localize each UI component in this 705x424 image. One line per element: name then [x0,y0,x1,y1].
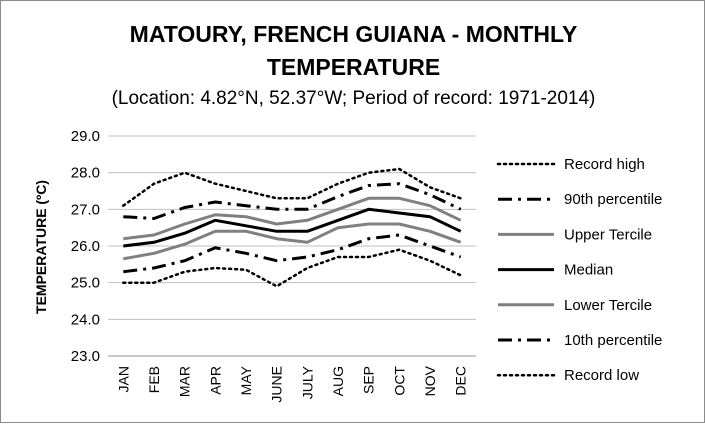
x-tick-label: JULY [299,365,315,399]
legend-label: Median [564,262,613,279]
x-axis-ticks: JAN FEB MAR APR MAY JUNE JULY AUG SEP OCT NOV DEC [115,365,468,402]
series-line-lower-tercile [123,222,462,261]
x-tick-label: JUNE [269,366,285,403]
legend-label: 90th percentile [564,191,662,208]
legend-label: Record high [564,156,645,173]
y-tick-label: 25.0 [71,275,100,292]
legend-label: 10th percentile [564,332,662,349]
x-tick-label: MAY [238,365,254,395]
x-tick-label: FEB [146,366,162,393]
legend-label: Lower Tercile [564,297,652,314]
series-line-upper-tercile [123,196,462,241]
x-tick-label: APR [207,366,223,395]
chart-title-line1: MATOURY, FRENCH GUIANA - MONTHLY [129,21,578,47]
y-tick-label: 29.0 [71,128,100,145]
chart-subtitle: (Location: 4.82°N, 52.37°W; Period of re… [111,88,596,109]
series-lines [122,167,462,288]
legend: Record high 90th percentile Upper Tercile M… [496,156,662,384]
series-line-median [123,207,462,248]
x-tick-label: DEC [453,366,469,396]
y-axis-ticks: 23.0 24.0 25.0 26.0 27.0 28.0 29.0 [71,128,100,365]
x-tick-label: MAR [177,366,193,397]
x-tick-label: NOV [422,365,438,396]
legend-label: Upper Tercile [564,226,652,243]
y-axis-label: TEMPERATURE (ºC) [33,180,49,314]
x-tick-label: AUG [330,366,346,396]
x-tick-label: JAN [115,366,131,392]
chart-title-line2: TEMPERATURE [266,54,441,80]
y-tick-label: 26.0 [71,238,100,255]
gridlines [108,135,476,357]
series-line-record-low [122,248,462,288]
y-tick-label: 28.0 [71,165,100,182]
series-line-record-high [122,167,462,207]
y-tick-label: 27.0 [71,201,100,218]
y-tick-label: 23.0 [71,348,100,365]
x-tick-label: SEP [361,366,377,394]
y-tick-label: 24.0 [71,311,100,328]
x-tick-label: OCT [391,366,407,396]
legend-label: Record low [564,367,639,384]
